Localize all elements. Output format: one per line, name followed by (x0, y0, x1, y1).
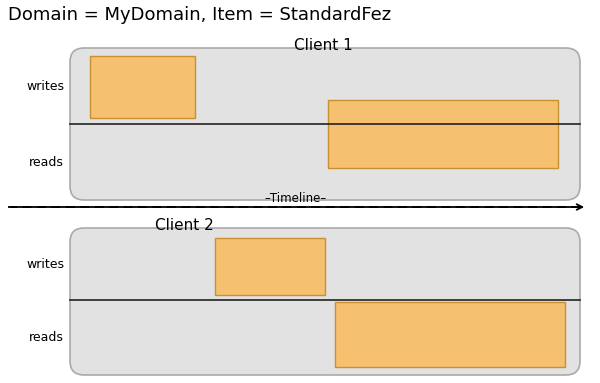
Text: writes: writes (26, 257, 64, 270)
FancyBboxPatch shape (70, 228, 580, 375)
Text: Client 1: Client 1 (293, 38, 352, 53)
Text: Consistent: W2: Consistent: W2 (410, 331, 490, 341)
Text: Eventual: W1, W2, or No Results: Eventual: W1, W2, or No Results (371, 346, 529, 356)
Text: Eventual: W1, W2, or No Results: Eventual: W1, W2, or No Results (364, 146, 522, 156)
Text: reads: reads (29, 331, 64, 344)
FancyBboxPatch shape (335, 302, 565, 367)
Text: R2: R2 (441, 316, 459, 330)
Text: Domain = MyDomain, Item = StandardFez: Domain = MyDomain, Item = StandardFez (8, 6, 391, 24)
Text: W2: W2 (259, 254, 281, 268)
Text: W1: W1 (131, 74, 154, 88)
FancyBboxPatch shape (70, 48, 580, 200)
FancyBboxPatch shape (328, 100, 558, 168)
Text: reads: reads (29, 155, 64, 169)
FancyBboxPatch shape (215, 238, 325, 295)
FancyBboxPatch shape (90, 56, 195, 118)
Text: color = red: color = red (113, 90, 172, 100)
Text: –Timeline–: –Timeline– (265, 192, 327, 205)
Text: writes: writes (26, 80, 64, 93)
Text: color = ruby: color = ruby (238, 270, 302, 280)
Text: R1: R1 (434, 115, 452, 129)
Text: Client 2: Client 2 (155, 218, 214, 233)
Text: Consistent: W2: Consistent: W2 (403, 131, 482, 141)
